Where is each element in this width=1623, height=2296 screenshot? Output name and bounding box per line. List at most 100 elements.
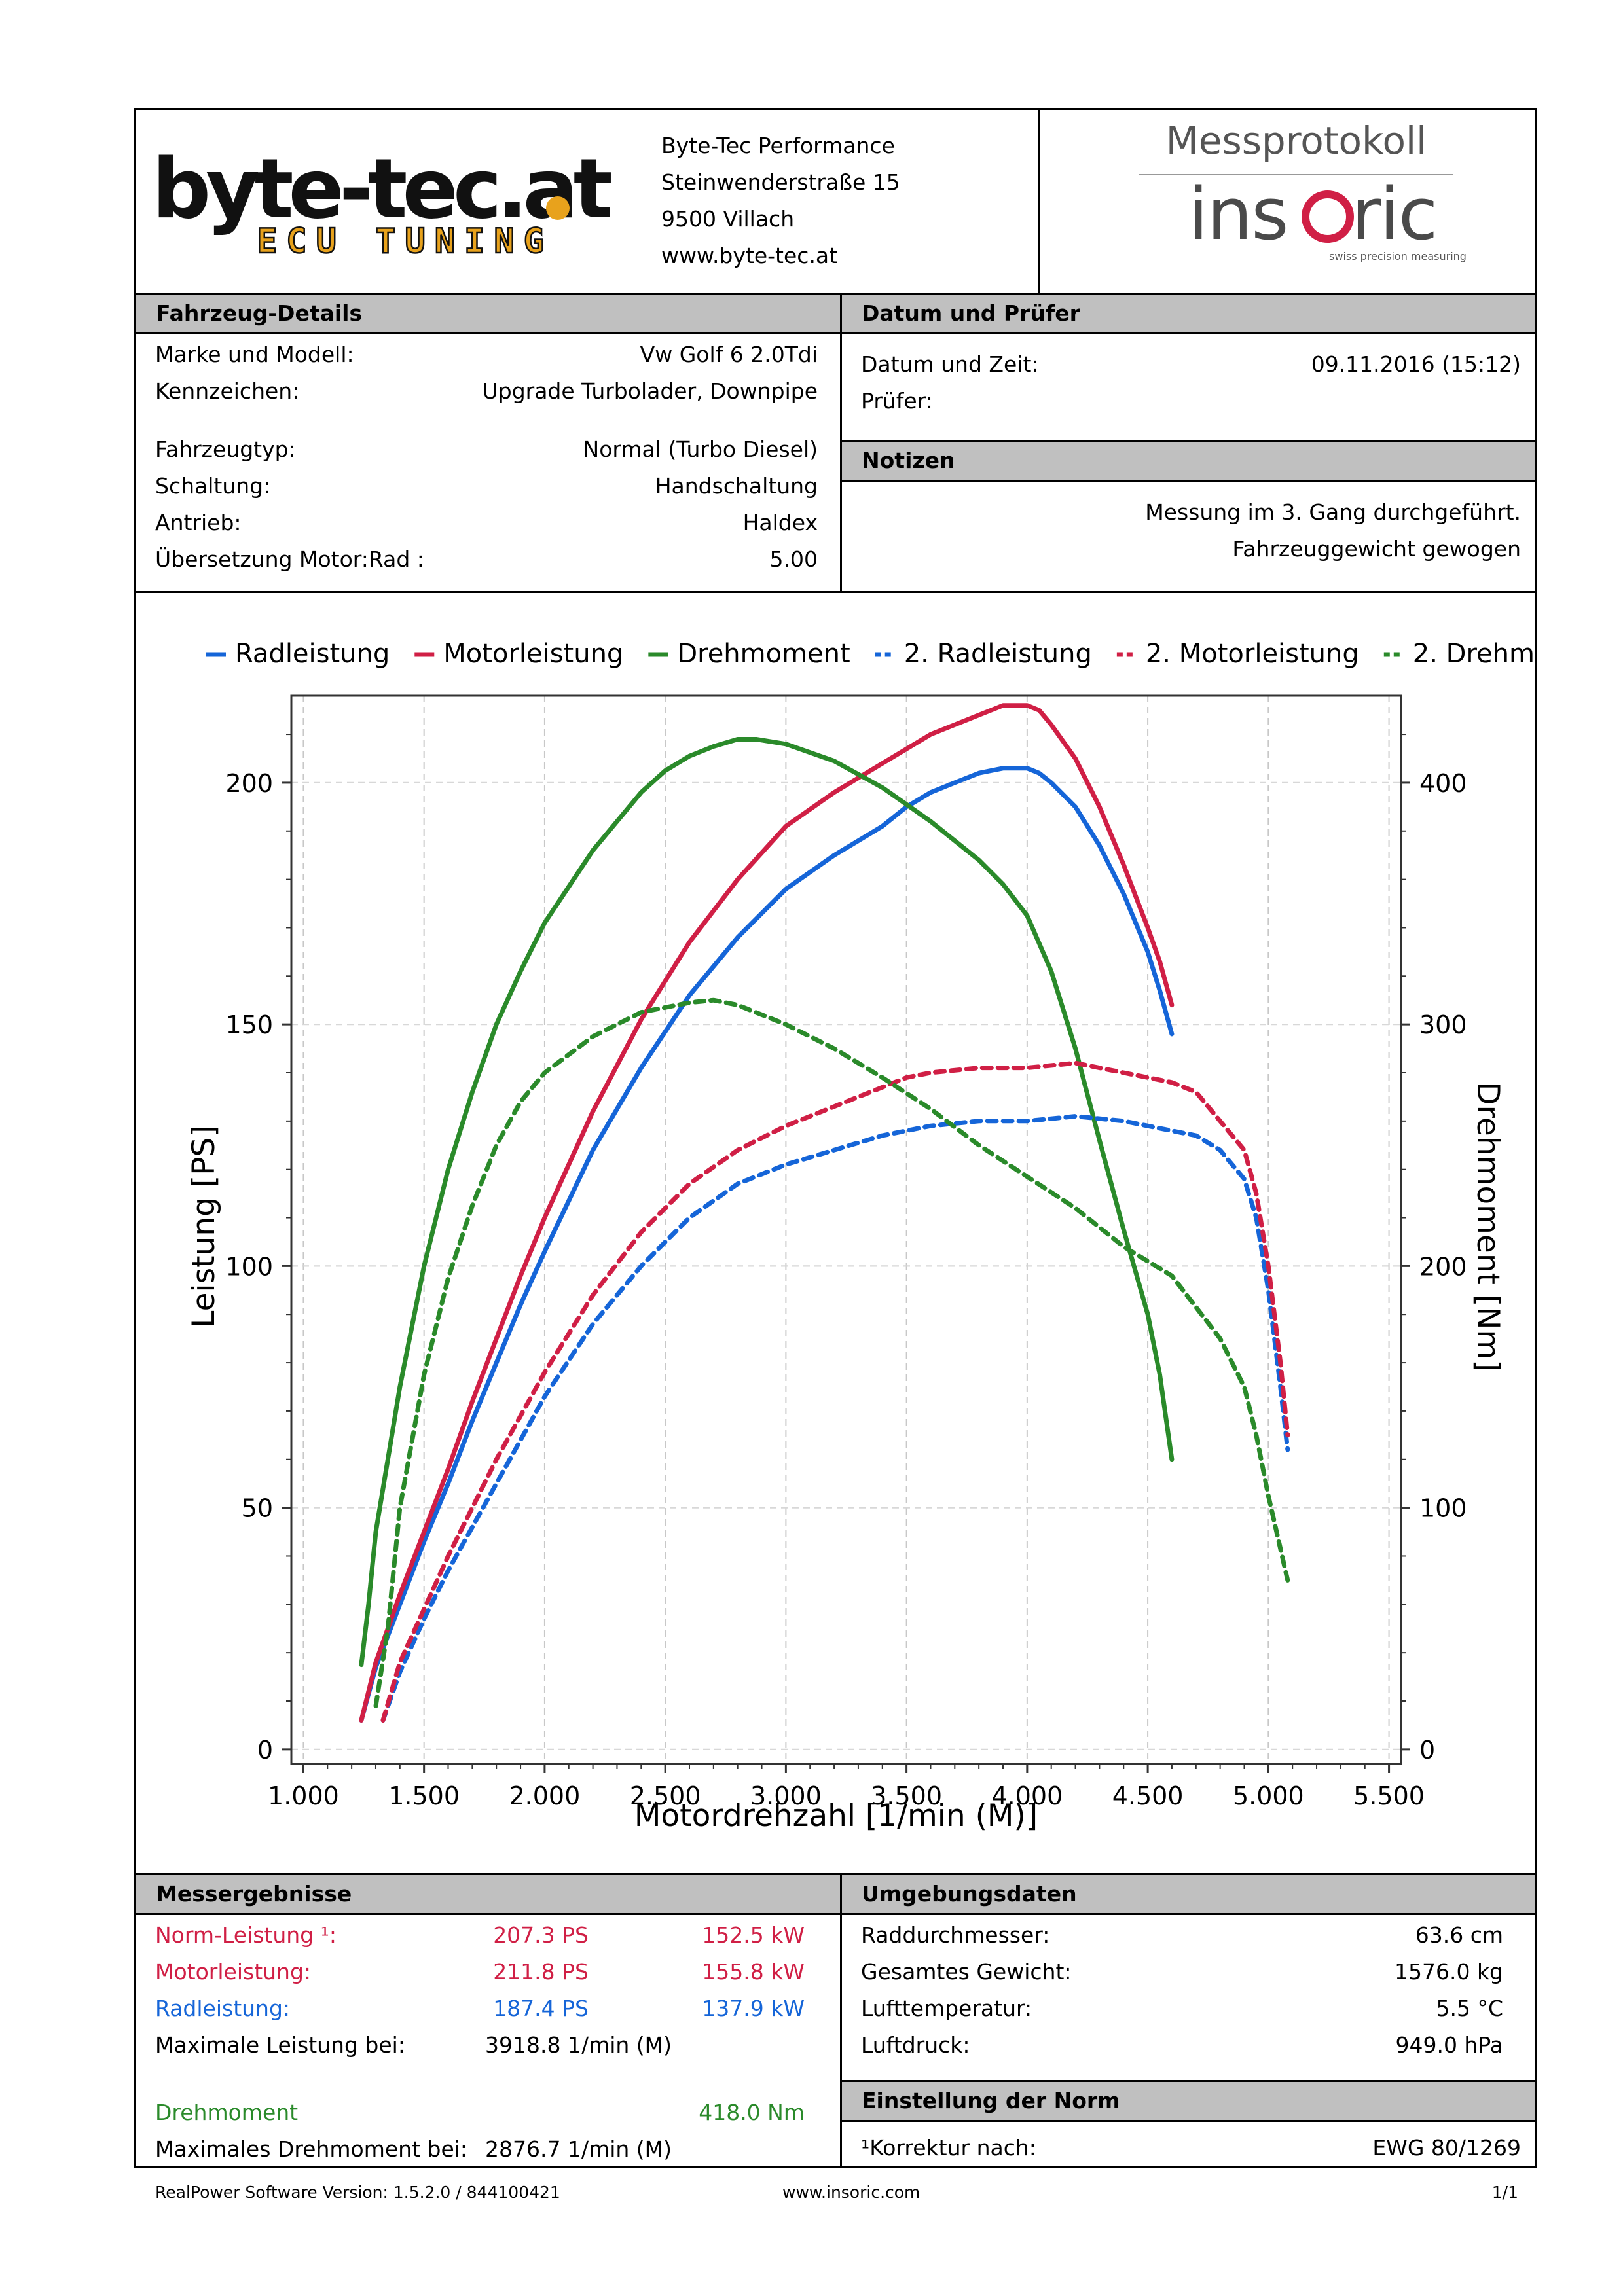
legend-label: 2. Drehmoment (1413, 639, 1537, 669)
y2-tick-label: 0 (1419, 1736, 1435, 1765)
legend-label: 2. Radleistung (904, 639, 1092, 669)
legend-item: 2. Radleistung (875, 639, 1092, 669)
vehicle-section-header: Fahrzeug-Details (136, 295, 840, 332)
examiner-label: Prüfer: (861, 388, 933, 414)
legend-label: Motorleistung (443, 639, 623, 669)
environment-section-header: Umgebungsdaten (842, 1875, 1535, 1913)
env-value: 63.6 cm (1415, 1922, 1503, 1948)
legend-label: Radleistung (235, 639, 390, 669)
env-label: Lufttemperatur: (861, 1996, 1032, 2021)
legend-label: Drehmoment (677, 639, 850, 669)
series-2-radleistung-line (380, 1114, 1290, 1723)
chart-series (359, 703, 1290, 1723)
max-torque-label: Maximales Drehmoment bei: (155, 2136, 468, 2162)
x-tick-label: 4.500 (1112, 1782, 1184, 1810)
notes-section-header: Notizen (842, 442, 1535, 480)
max-power-label: Maximale Leistung bei: (155, 2032, 405, 2058)
y-axis-label: Leistung [PS] (186, 1125, 222, 1327)
divider (134, 591, 1537, 593)
chart-grid (291, 696, 1401, 1764)
env-value: 5.5 °C (1436, 1996, 1503, 2021)
chart-legend: Radleistung Motorleistung Drehmoment 2. Rad… (206, 639, 1537, 669)
byte-tec-logo: byte-tec.at ECU TUNING (152, 141, 636, 270)
company-name: Byte-Tec Performance (661, 133, 895, 158)
vehicle-value: Upgrade Turbolader, Downpipe (482, 378, 818, 404)
date-value: 09.11.2016 (15:12) (1311, 351, 1521, 377)
vehicle-value: 5.00 (769, 547, 818, 572)
y2-tick-label: 100 (1419, 1494, 1467, 1523)
divider (134, 1913, 1537, 1915)
norm-power-kw: 152.5 kW (702, 1922, 805, 1948)
y-tick-label: 150 (225, 1011, 273, 1039)
wheel-power-kw: 137.9 kW (702, 1996, 805, 2021)
env-value: 1576.0 kg (1394, 1959, 1503, 1984)
legend-item: 2. Motorleistung (1116, 639, 1359, 669)
series-2-drehmoment-line (373, 997, 1290, 1708)
x-tick-label: 3.000 (750, 1782, 822, 1810)
y2-axis-label: Drehmoment [Nm] (1470, 1081, 1506, 1371)
norm-label: ¹Korrektur nach: (861, 2135, 1036, 2161)
divider (134, 1873, 1537, 1875)
vehicle-label: Schaltung: (155, 473, 271, 499)
date-section-header: Datum und Prüfer (842, 295, 1535, 332)
divider (842, 480, 1537, 482)
motor-power-kw: 155.8 kW (702, 1959, 805, 1984)
x-axis-label: Motordrehzahl [1/min (M)] (634, 1798, 1038, 1834)
vehicle-value: Handschaltung (655, 473, 818, 499)
max-power-rpm: 3918.8 1/min (M) (485, 2032, 672, 2058)
insoric-logo: Messprotokoll ins ric swiss precision me… (1126, 118, 1467, 278)
divider (134, 293, 1537, 295)
software-version: RealPower Software Version: 1.5.2.0 / 84… (155, 2183, 560, 2202)
company-address: Byte-Tec Performance Steinwenderstraße 1… (661, 128, 900, 274)
y2-tick-label: 300 (1419, 1011, 1467, 1039)
norm-section-header: Einstellung der Norm (842, 2082, 1535, 2120)
x-tick-label: 3.500 (871, 1782, 942, 1810)
vehicle-label: Fahrzeugtyp: (155, 437, 296, 462)
svg-text:byte-tec.at: byte-tec.at (152, 145, 611, 237)
x-tick-label: 2.000 (509, 1782, 581, 1810)
env-label: Gesamtes Gewicht: (861, 1959, 1072, 1984)
page-number: 1/1 (1491, 2183, 1518, 2202)
results-section-header: Messergebnisse (136, 1875, 840, 1913)
x-tick-label: 1.000 (268, 1782, 339, 1810)
vehicle-label: Kennzeichen: (155, 378, 300, 404)
y-tick-label: 50 (242, 1494, 273, 1523)
vehicle-value: Normal (Turbo Diesel) (583, 437, 818, 462)
vehicle-label: Marke und Modell: (155, 342, 354, 367)
wheel-power-ps: 187.4 PS (493, 1996, 589, 2021)
max-torque-rpm: 2876.7 1/min (M) (485, 2136, 672, 2162)
y-tick-label: 200 (225, 769, 273, 798)
norm-power-label: Norm-Leistung ¹: (155, 1922, 337, 1948)
motor-power-label: Motorleistung: (155, 1959, 312, 1984)
brand-tagline: swiss precision measuring (1329, 250, 1467, 262)
env-value: 949.0 hPa (1395, 2032, 1503, 2058)
motor-power-ps: 211.8 PS (493, 1959, 589, 1984)
y-tick-label: 100 (225, 1252, 273, 1281)
divider (842, 2080, 1537, 2082)
divider (134, 332, 1537, 334)
series-motorleistung-line (359, 703, 1175, 1723)
y2-tick-label: 400 (1419, 769, 1467, 798)
vehicle-value: Haldex (742, 510, 818, 535)
vehicle-label: Antrieb: (155, 510, 242, 535)
x-tick-label: 5.000 (1233, 1782, 1304, 1810)
svg-text:ins: ins (1188, 172, 1288, 256)
company-city: 9500 Villach (661, 206, 795, 232)
x-tick-label: 2.500 (630, 1782, 701, 1810)
legend-label: 2. Motorleistung (1146, 639, 1359, 669)
x-tick-label: 5.500 (1353, 1782, 1425, 1810)
company-web[interactable]: www.byte-tec.at (661, 243, 838, 268)
wheel-power-label: Radleistung: (155, 1996, 291, 2021)
vehicle-label: Übersetzung Motor:Rad : (155, 547, 424, 572)
torque-value: 418.0 Nm (699, 2100, 805, 2125)
divider (840, 293, 842, 592)
footer-website[interactable]: www.insoric.com (782, 2183, 921, 2202)
notes-line: Messung im 3. Gang durchgeführt. (1145, 499, 1521, 525)
chart-axes: 1.000 1.500 2.000 2.500 3.000 3.500 4.000 4.500… (225, 694, 1467, 1810)
vehicle-value: Vw Golf 6 2.0Tdi (640, 342, 818, 367)
norm-power-ps: 207.3 PS (493, 1922, 589, 1948)
y-tick-label: 0 (257, 1736, 273, 1765)
legend-item: 2. Drehmoment (1383, 639, 1537, 669)
series-radleistung-line (359, 766, 1175, 1723)
protocol-title: Messprotokoll (1166, 121, 1427, 163)
